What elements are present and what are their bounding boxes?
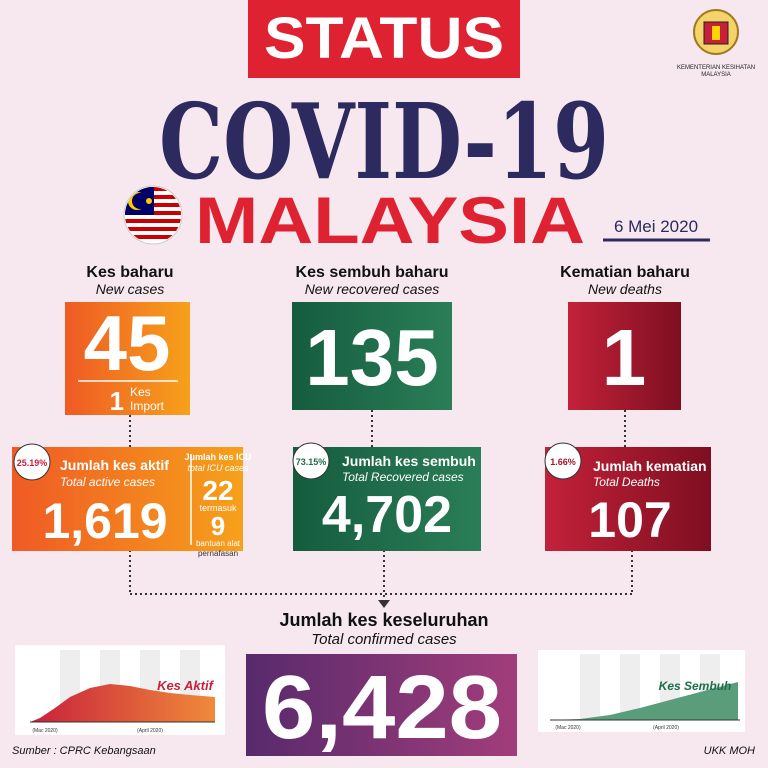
label: Jumlah kes keseluruhan [279,610,488,630]
value: 45 [84,299,171,387]
x-label: (April 2020) [137,728,163,734]
badge [544,442,582,480]
active-box [12,447,243,551]
sublabel: New deaths [588,281,662,297]
including: termasuk [199,503,237,513]
value: 6,428 [262,658,502,758]
label: Kes baharu [86,264,173,281]
sublabel: New cases [96,281,164,297]
ministry-logo [693,9,739,55]
x-label: (Mac 2020) [555,725,581,731]
percent: 25.19% [17,458,48,468]
ventilator-value: 9 [211,511,225,541]
percent: 1.66% [550,457,576,467]
status: STATUS [264,6,504,71]
percent: 73.15% [296,457,327,467]
chart-label: Kes Sembuh [659,679,732,693]
badge [13,443,51,481]
icu-value: 22 [202,475,233,506]
new-cases-box [65,302,190,415]
label: Jumlah kes aktif [60,457,169,473]
value: 4,702 [322,486,452,544]
ministry: KEMENTERIAN KESIHATAN [677,65,755,71]
mini-chart [538,650,745,732]
chart-label: Kes Aktif [157,678,215,693]
ventilator-label: bantuan alat [196,539,241,548]
sublabel: Total Recovered cases [342,470,464,484]
value: 107 [588,492,671,548]
flag [123,185,183,245]
connectors [129,410,633,600]
import-label: Kes [130,385,151,399]
country: MALAYSIA [195,183,585,257]
value: 1,619 [42,493,167,549]
title: COVID-19 [159,80,609,203]
total-box [246,654,517,756]
label: Kes sembuh baharu [296,264,449,281]
new-deaths-box [568,302,681,410]
mini-chart [15,645,225,735]
ventilator-label: pernafasan [198,549,238,558]
new-recovered-box [292,302,452,410]
sublabel: Total Deaths [593,475,660,489]
value: 1 [602,313,647,402]
label: Jumlah kes sembuh [342,453,476,469]
x-label: (Mac 2020) [32,728,58,734]
date: 6 Mei 2020 [614,217,698,236]
sublabel: Total active cases [60,475,155,489]
ministry: MALAYSIA [701,72,731,78]
arrow [378,600,390,608]
label: Kematian baharu [560,264,690,281]
icu-label: Jumlah kes ICU [184,452,251,462]
x-label: (April 2020) [653,725,679,731]
sublabel: New recovered cases [305,281,440,297]
label: Jumlah kematian [593,458,707,474]
status-box [248,0,520,78]
value: 135 [305,313,438,402]
icu-sublabel: total ICU cases [187,463,249,473]
import-label: Import [130,399,165,413]
source: Sumber : CPRC Kebangsaan [12,745,156,757]
badge [292,442,330,480]
sublabel: Total confirmed cases [311,631,457,648]
import-value: 1 [110,386,124,416]
credit: UKK MOH [704,745,755,757]
